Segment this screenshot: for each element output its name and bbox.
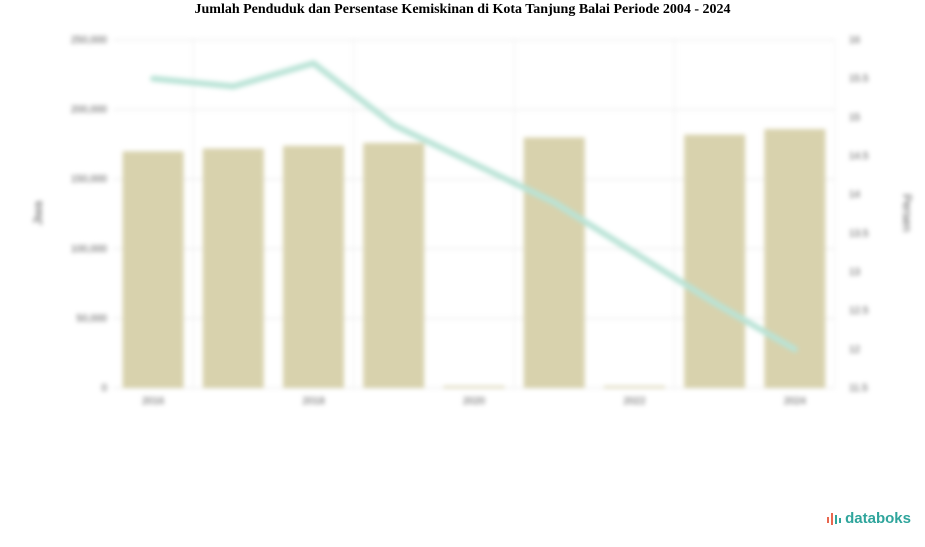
y2-tick-label: 13.5 xyxy=(849,228,869,239)
bar-2022 xyxy=(603,386,665,388)
bar-2024 xyxy=(764,129,826,388)
line-point-2021 xyxy=(552,200,557,205)
poverty-line xyxy=(150,60,798,353)
y2-tick-label: 14.5 xyxy=(849,151,869,162)
bar-2017 xyxy=(202,148,264,388)
line-point-2018 xyxy=(311,61,316,66)
x-tick-label: 2024 xyxy=(784,396,807,407)
line-point-2016 xyxy=(151,76,156,81)
chart-title: Jumlah Penduduk dan Persentase Kemiskina… xyxy=(194,2,731,17)
line-point-2019 xyxy=(391,123,396,128)
y-axis-left: 0 50,000 100,000 150,000 200,000 250,000 xyxy=(71,35,108,394)
y-tick-label: 50,000 xyxy=(76,313,107,324)
bar-2023 xyxy=(684,134,746,388)
line-point-2023 xyxy=(712,300,717,305)
y2-tick-label: 16 xyxy=(849,35,861,46)
y2-tick-label: 14 xyxy=(849,190,861,201)
y2-tick-label: 12.5 xyxy=(849,306,869,317)
x-tick-label: 2020 xyxy=(463,396,486,407)
x-axis: 2016 2018 2020 2022 2024 xyxy=(142,396,806,407)
x-tick-label: 2016 xyxy=(142,396,165,407)
databoks-logo-text: databoks xyxy=(845,510,911,527)
line-point-2024 xyxy=(792,347,797,352)
y2-tick-label: 15 xyxy=(849,112,861,123)
y-tick-label: 150,000 xyxy=(71,174,108,185)
y2-axis-title: Persen xyxy=(900,194,914,232)
y-tick-label: 0 xyxy=(101,383,107,394)
bar-2016 xyxy=(122,151,184,388)
line-point-2020 xyxy=(472,161,476,166)
y2-tick-label: 13 xyxy=(849,267,861,278)
y-axis-right: 11.5 12 12.5 13 13.5 14 14.5 15 15.5 16 xyxy=(849,35,869,394)
bar-2019 xyxy=(363,143,425,388)
y-tick-label: 250,000 xyxy=(71,35,108,46)
bar-2018 xyxy=(283,145,345,388)
x-tick-label: 2018 xyxy=(302,396,325,407)
bar-2020 xyxy=(443,386,505,388)
line-series xyxy=(150,60,798,353)
bar-2021 xyxy=(523,137,585,388)
x-tick-label: 2022 xyxy=(623,396,646,407)
y2-tick-label: 15.5 xyxy=(849,74,869,85)
y2-tick-label: 12 xyxy=(849,344,861,355)
y-axis-title: Jiwa xyxy=(31,201,45,225)
y2-tick-label: 11.5 xyxy=(849,383,868,394)
y-tick-label: 100,000 xyxy=(71,244,108,255)
bar-series xyxy=(122,129,826,388)
databoks-logo: databoks xyxy=(826,510,911,527)
y-tick-label: 200,000 xyxy=(71,105,108,116)
line-point-2017 xyxy=(231,84,236,89)
databoks-logo-icon xyxy=(827,512,842,525)
